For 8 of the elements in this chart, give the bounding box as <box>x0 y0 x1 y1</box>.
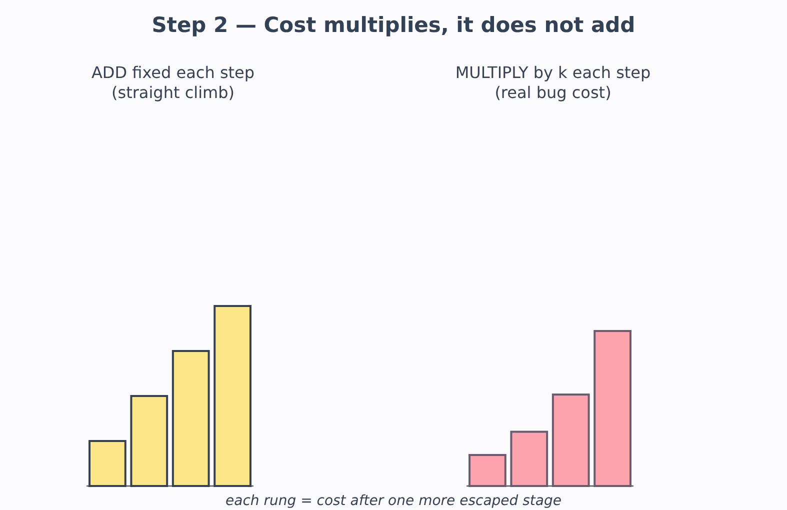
text: each rung = cost after one more escaped stage <box>226 493 562 509</box>
bar <box>510 430 548 487</box>
text: Step 2 — Cost multiplies, it does not add <box>152 13 636 37</box>
bar <box>594 330 632 487</box>
chart-subtitle: ADD fixed each step (straight climb) <box>91 63 255 102</box>
bar <box>468 454 506 487</box>
chart-subtitle: MULTIPLY by k each step (real bug cost) <box>455 63 651 102</box>
bar <box>552 394 590 487</box>
